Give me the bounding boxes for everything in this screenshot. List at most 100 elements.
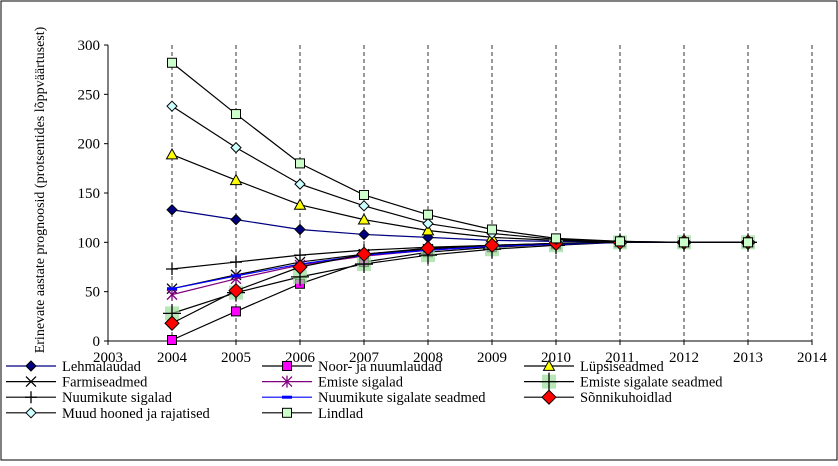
x-tick-label: 2009 [477,350,507,366]
tick-labels: 0 50 100 150 200 250 300 2003 2004 2005 2006 2007 20… [78,38,828,366]
y-tick-label: 0 [93,334,101,350]
data-point [542,359,556,371]
y-tick-label: 50 [85,285,100,301]
data-point [231,109,241,120]
series-lines [163,57,757,346]
y-axis-label: Erinevate aastate prognoosid (protsentid… [33,26,48,353]
y-tick-label: 100 [78,235,101,251]
data-point [551,233,561,244]
legend-label: Sõnnikuhoidlad [580,390,673,406]
y-tick-label: 300 [78,38,101,54]
legend-label: Emiste sigalate seadmed [580,375,723,391]
legend-item: Noor- ja nuumlaudad [262,359,442,375]
data-point [166,262,178,275]
series-line [171,62,748,243]
legend-label: Noor- ja nuumlaudad [318,359,442,375]
data-point [484,237,500,254]
data-point [167,335,177,346]
data-point [25,360,37,372]
data-point [25,376,37,388]
data-point [25,391,37,404]
legend: Lehmalaudad Noor- ja nuumlaudad Lüpsiseadm… [6,359,723,422]
data-point [423,209,433,220]
data-point [294,178,306,190]
data-point [231,306,241,317]
x-tick-label: 2006 [285,350,316,366]
data-point [487,224,497,235]
data-point [357,213,371,225]
data-point [230,141,242,154]
legend-label: Lindlad [318,406,364,422]
legend-item: Emiste sigalad [262,375,404,391]
data-point [229,173,243,186]
x-tick-label: 2008 [413,350,443,366]
x-tick-label: 2014 [797,350,828,366]
data-point [228,282,244,299]
legend-label: Farmiseadmed [62,375,148,391]
legend-label: Lüpsiseadmed [580,359,665,375]
legend-item: Lindlad [262,406,364,422]
x-tick-label: 2010 [541,350,571,366]
y-tick-label: 150 [78,186,101,202]
x-tick-label: 2007 [349,350,380,366]
data-point [358,200,370,212]
data-point [164,315,180,331]
data-point [167,287,177,291]
data-point [541,389,557,405]
legend-item: Farmiseadmed [6,375,148,391]
legend-item: Sõnnikuhoidlad [524,389,673,406]
data-point [166,100,178,112]
y-tick-label: 250 [78,87,101,103]
data-point [293,198,307,210]
data-point [231,274,241,278]
legend-label: Muud hooned ja rajatised [62,406,211,422]
legend-item: Muud hooned ja rajatised [6,406,211,422]
data-point [166,204,178,216]
legend-label: Emiste sigalad [318,375,404,391]
legend-item: Nuumikute sigalate seadmed [262,390,486,406]
legend-item: Lehmalaudad [6,359,142,375]
data-point [294,249,306,262]
legend-label: Nuumikute sigalad [62,390,173,406]
x-tick-label: 2013 [733,350,763,366]
legend-label: Nuumikute sigalate seadmed [318,390,486,406]
data-point [230,213,242,226]
data-point [420,240,436,256]
data-point [25,407,37,419]
x-tick-label: 2003 [93,350,123,366]
axes [104,44,813,345]
y-tick-label: 200 [78,137,101,153]
x-tick-label: 2011 [605,350,634,366]
data-point [615,236,625,247]
legend-label: Lehmalaudad [62,359,142,375]
data-point [295,158,305,169]
legend-item: Nuumikute sigalad [6,390,173,406]
data-point [167,57,177,68]
x-tick-label: 2004 [157,350,188,366]
data-point [281,375,293,388]
data-point [421,223,435,236]
legend-item: Lüpsiseadmed [524,359,665,375]
data-point [356,246,372,262]
data-point [743,237,753,248]
data-point [358,228,370,241]
data-point [230,256,242,269]
data-point [282,407,292,418]
data-point [359,189,369,200]
data-point [294,223,306,236]
data-point [679,237,689,248]
data-point [422,217,434,230]
x-tick-label: 2012 [669,350,699,366]
data-point [282,361,292,371]
legend-item: Emiste sigalate seadmed [524,372,723,391]
x-tick-label: 2005 [221,350,251,366]
data-point [165,147,179,160]
data-point [540,372,558,391]
data-point [166,288,178,301]
series-10 [167,57,753,248]
data-point [282,395,292,399]
data-point [292,259,308,275]
